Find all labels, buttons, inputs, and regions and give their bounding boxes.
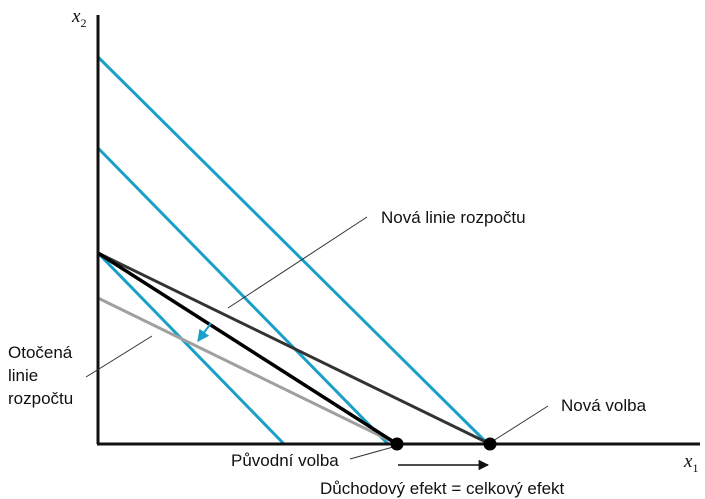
original-choice-point (390, 437, 404, 451)
shift-arrow (197, 322, 212, 342)
rotated-budget-leader (85, 335, 153, 378)
indifference-line-2 (96, 146, 390, 446)
income-effect-label: Důchodový efekt = celkový efekt (320, 479, 565, 498)
original-budget-line (97, 251, 398, 446)
new-budget-leader (227, 216, 368, 309)
new-choice-leader (492, 405, 549, 442)
new-budget-line-label: Nová linie rozpočtu (381, 208, 526, 227)
x1-axis-label: x1 (683, 451, 698, 475)
new-choice-label: Nová volba (561, 396, 647, 415)
new-choice-point (483, 437, 497, 451)
indifference-line-1 (96, 251, 286, 446)
rotated-budget-line-label: Otočená linie rozpočtu (8, 343, 77, 408)
indifference-line-3 (96, 55, 490, 446)
new-budget-line (97, 251, 491, 446)
original-choice-label: Původní volba (231, 451, 339, 470)
original-choice-leader (349, 446, 394, 460)
rotated-budget-line (97, 296, 398, 446)
x2-axis-label: x2 (71, 6, 86, 30)
